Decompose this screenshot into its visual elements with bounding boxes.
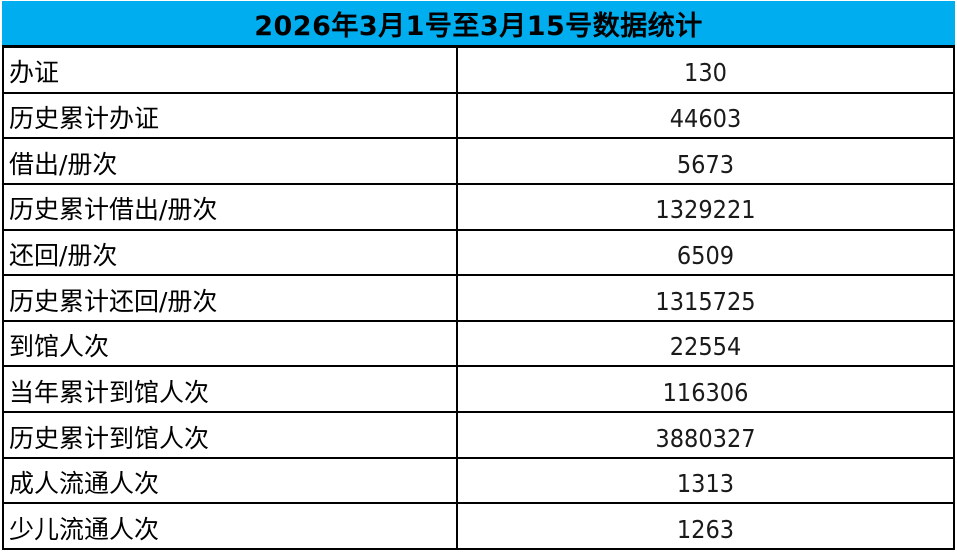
row-label-cell[interactable]: 成人流通人次 — [4, 458, 458, 503]
row-label-cell[interactable]: 当年累计到馆人次 — [4, 367, 458, 412]
row-value: 5673 — [676, 149, 735, 179]
row-value: 1263 — [676, 514, 735, 544]
row-value-cell[interactable]: 3880327 — [458, 413, 953, 457]
row-value-cell[interactable]: 5673 — [458, 139, 953, 183]
row-label-cell[interactable]: 到馆人次 — [4, 321, 458, 366]
table-row: 历史累计办证 44603 — [4, 93, 953, 140]
row-label-cell[interactable]: 借出/册次 — [4, 139, 458, 183]
row-label: 当年累计到馆人次 — [9, 377, 210, 407]
row-label: 少儿流通人次 — [9, 514, 160, 544]
row-value: 6509 — [676, 240, 735, 270]
table-row: 成人流通人次 1313 — [4, 458, 953, 505]
row-label: 历史累计借出/册次 — [9, 195, 218, 225]
row-label: 成人流通人次 — [9, 469, 160, 499]
row-value-cell[interactable]: 44603 — [458, 94, 953, 138]
table-row: 借出/册次 5673 — [4, 139, 953, 185]
table-row: 当年累计到馆人次 116306 — [4, 367, 953, 414]
row-label: 还回/册次 — [9, 240, 118, 270]
table-row: 到馆人次 22554 — [4, 321, 953, 368]
row-label-cell[interactable]: 办证 — [4, 48, 458, 92]
table-row: 少儿流通人次 1263 — [4, 504, 953, 549]
row-value: 22554 — [669, 332, 742, 362]
row-label-cell[interactable]: 少儿流通人次 — [4, 504, 458, 549]
row-label: 历史累计到馆人次 — [9, 423, 210, 453]
row-value-cell[interactable]: 1313 — [458, 459, 953, 503]
row-value: 130 — [684, 58, 727, 88]
row-value: 1329221 — [655, 195, 756, 225]
row-label-cell[interactable]: 历史累计办证 — [4, 93, 458, 138]
row-label-cell[interactable]: 还回/册次 — [4, 230, 458, 275]
row-value: 44603 — [669, 104, 742, 134]
row-value-cell[interactable]: 6509 — [458, 231, 953, 275]
table-row: 历史累计借出/册次 1329221 — [4, 184, 953, 231]
table-row: 办证 130 — [4, 48, 953, 94]
row-value-cell[interactable]: 1263 — [458, 504, 953, 548]
row-value-cell[interactable]: 1315725 — [458, 276, 953, 320]
row-value: 1313 — [676, 469, 735, 499]
table-row: 历史累计还回/册次 1315725 — [4, 276, 953, 322]
row-value: 3880327 — [655, 423, 756, 453]
table-row: 还回/册次 6509 — [4, 230, 953, 277]
row-value-cell[interactable]: 1329221 — [458, 185, 953, 229]
row-value: 1315725 — [655, 286, 756, 316]
table-body: 办证 130 历史累计办证 44603 借出/册次 5673 历史累计借出/册次… — [2, 48, 955, 550]
row-label: 办证 — [9, 58, 60, 88]
table-row: 历史累计到馆人次 3880327 — [4, 413, 953, 459]
row-label: 历史累计还回/册次 — [9, 286, 218, 316]
row-label-cell[interactable]: 历史累计到馆人次 — [4, 413, 458, 457]
row-value-cell[interactable]: 130 — [458, 48, 953, 92]
row-label-cell[interactable]: 历史累计借出/册次 — [4, 184, 458, 229]
row-value: 116306 — [662, 377, 749, 407]
row-label: 借出/册次 — [9, 149, 118, 179]
row-label-cell[interactable]: 历史累计还回/册次 — [4, 276, 458, 320]
row-value-cell[interactable]: 22554 — [458, 322, 953, 366]
table-title-cell[interactable]: 2026年3月1号至3月15号数据统计 — [2, 1, 955, 48]
row-value-cell[interactable]: 116306 — [458, 367, 953, 411]
row-label: 到馆人次 — [9, 332, 110, 362]
page-title: 2026年3月1号至3月15号数据统计 — [254, 10, 703, 42]
row-label: 历史累计办证 — [9, 104, 160, 134]
